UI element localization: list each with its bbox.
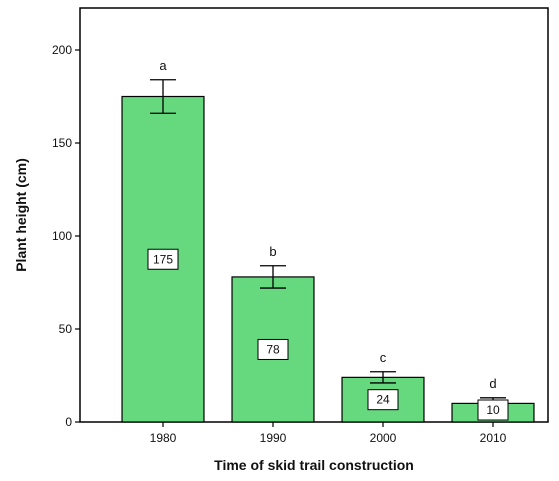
data-label: 78 <box>266 342 280 356</box>
data-label-box <box>367 389 399 411</box>
data-label: 24 <box>376 393 390 407</box>
y-tick-label: 100 <box>52 229 72 243</box>
y-tick-label: 0 <box>65 415 72 429</box>
x-axis: 1980 1990 2000 2010 <box>150 422 507 445</box>
significance-letter: b <box>269 244 276 259</box>
y-axis: 0 50 100 150 200 <box>52 43 80 429</box>
x-tick-label: 2010 <box>480 431 507 445</box>
y-axis-title: Plant height (cm) <box>13 158 29 272</box>
data-label-box <box>147 248 179 270</box>
y-tick-label: 150 <box>52 136 72 150</box>
y-tick-label: 50 <box>59 322 73 336</box>
y-tick-label: 200 <box>52 43 72 57</box>
bars-group: a 175 b 78 c 24 d 10 <box>121 58 535 423</box>
data-label: 175 <box>153 252 173 266</box>
x-tick-label: 2000 <box>370 431 397 445</box>
x-axis-title: Time of skid trail construction <box>214 457 414 473</box>
significance-letter: c <box>380 350 387 365</box>
data-label-box <box>477 399 509 421</box>
significance-letter: d <box>489 376 496 391</box>
x-tick-label: 1980 <box>150 431 177 445</box>
significance-letter: a <box>159 58 167 73</box>
data-label: 10 <box>486 403 500 417</box>
data-label-box <box>257 338 289 360</box>
x-tick-label: 1990 <box>260 431 287 445</box>
